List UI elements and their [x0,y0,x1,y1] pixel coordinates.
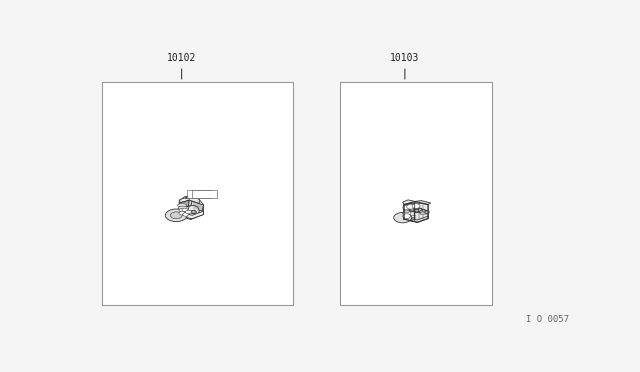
Bar [192,190,216,198]
Polygon shape [179,201,189,209]
Ellipse shape [424,211,429,214]
Ellipse shape [415,209,419,212]
Circle shape [179,212,185,215]
Circle shape [403,205,411,210]
Polygon shape [191,201,204,211]
Polygon shape [189,197,199,204]
Bar [340,82,492,305]
Ellipse shape [421,209,426,213]
Polygon shape [186,197,198,199]
Circle shape [394,212,412,223]
Text: I O 0057: I O 0057 [525,315,568,324]
Circle shape [165,209,187,222]
Polygon shape [180,197,189,203]
Polygon shape [403,200,415,205]
Circle shape [182,213,189,216]
Ellipse shape [414,209,420,213]
Circle shape [186,210,191,214]
Polygon shape [188,205,199,218]
Polygon shape [404,203,415,221]
Polygon shape [415,201,431,205]
Ellipse shape [415,209,419,212]
Text: 10102: 10102 [167,53,196,63]
Bar [188,190,212,198]
Ellipse shape [420,210,423,213]
Ellipse shape [177,203,186,207]
Polygon shape [415,203,428,222]
Ellipse shape [410,209,413,211]
Ellipse shape [179,206,187,209]
Circle shape [406,205,415,209]
Circle shape [192,211,195,213]
Circle shape [404,210,409,213]
Polygon shape [404,216,428,222]
Circle shape [179,209,185,212]
Circle shape [403,211,411,216]
Circle shape [420,212,425,215]
Circle shape [412,204,420,208]
Polygon shape [179,206,193,219]
Ellipse shape [409,208,415,212]
Text: 10103: 10103 [390,53,420,63]
Ellipse shape [425,211,429,214]
Ellipse shape [422,210,425,212]
Polygon shape [179,211,204,219]
Ellipse shape [419,209,424,214]
Ellipse shape [418,208,422,212]
Polygon shape [404,205,428,222]
Ellipse shape [419,210,424,213]
Polygon shape [179,197,204,219]
Circle shape [170,212,182,219]
Polygon shape [188,201,192,206]
Ellipse shape [410,208,414,211]
Bar [102,82,293,305]
Ellipse shape [418,209,422,211]
Circle shape [191,210,196,214]
Circle shape [403,214,411,218]
Circle shape [182,208,188,212]
